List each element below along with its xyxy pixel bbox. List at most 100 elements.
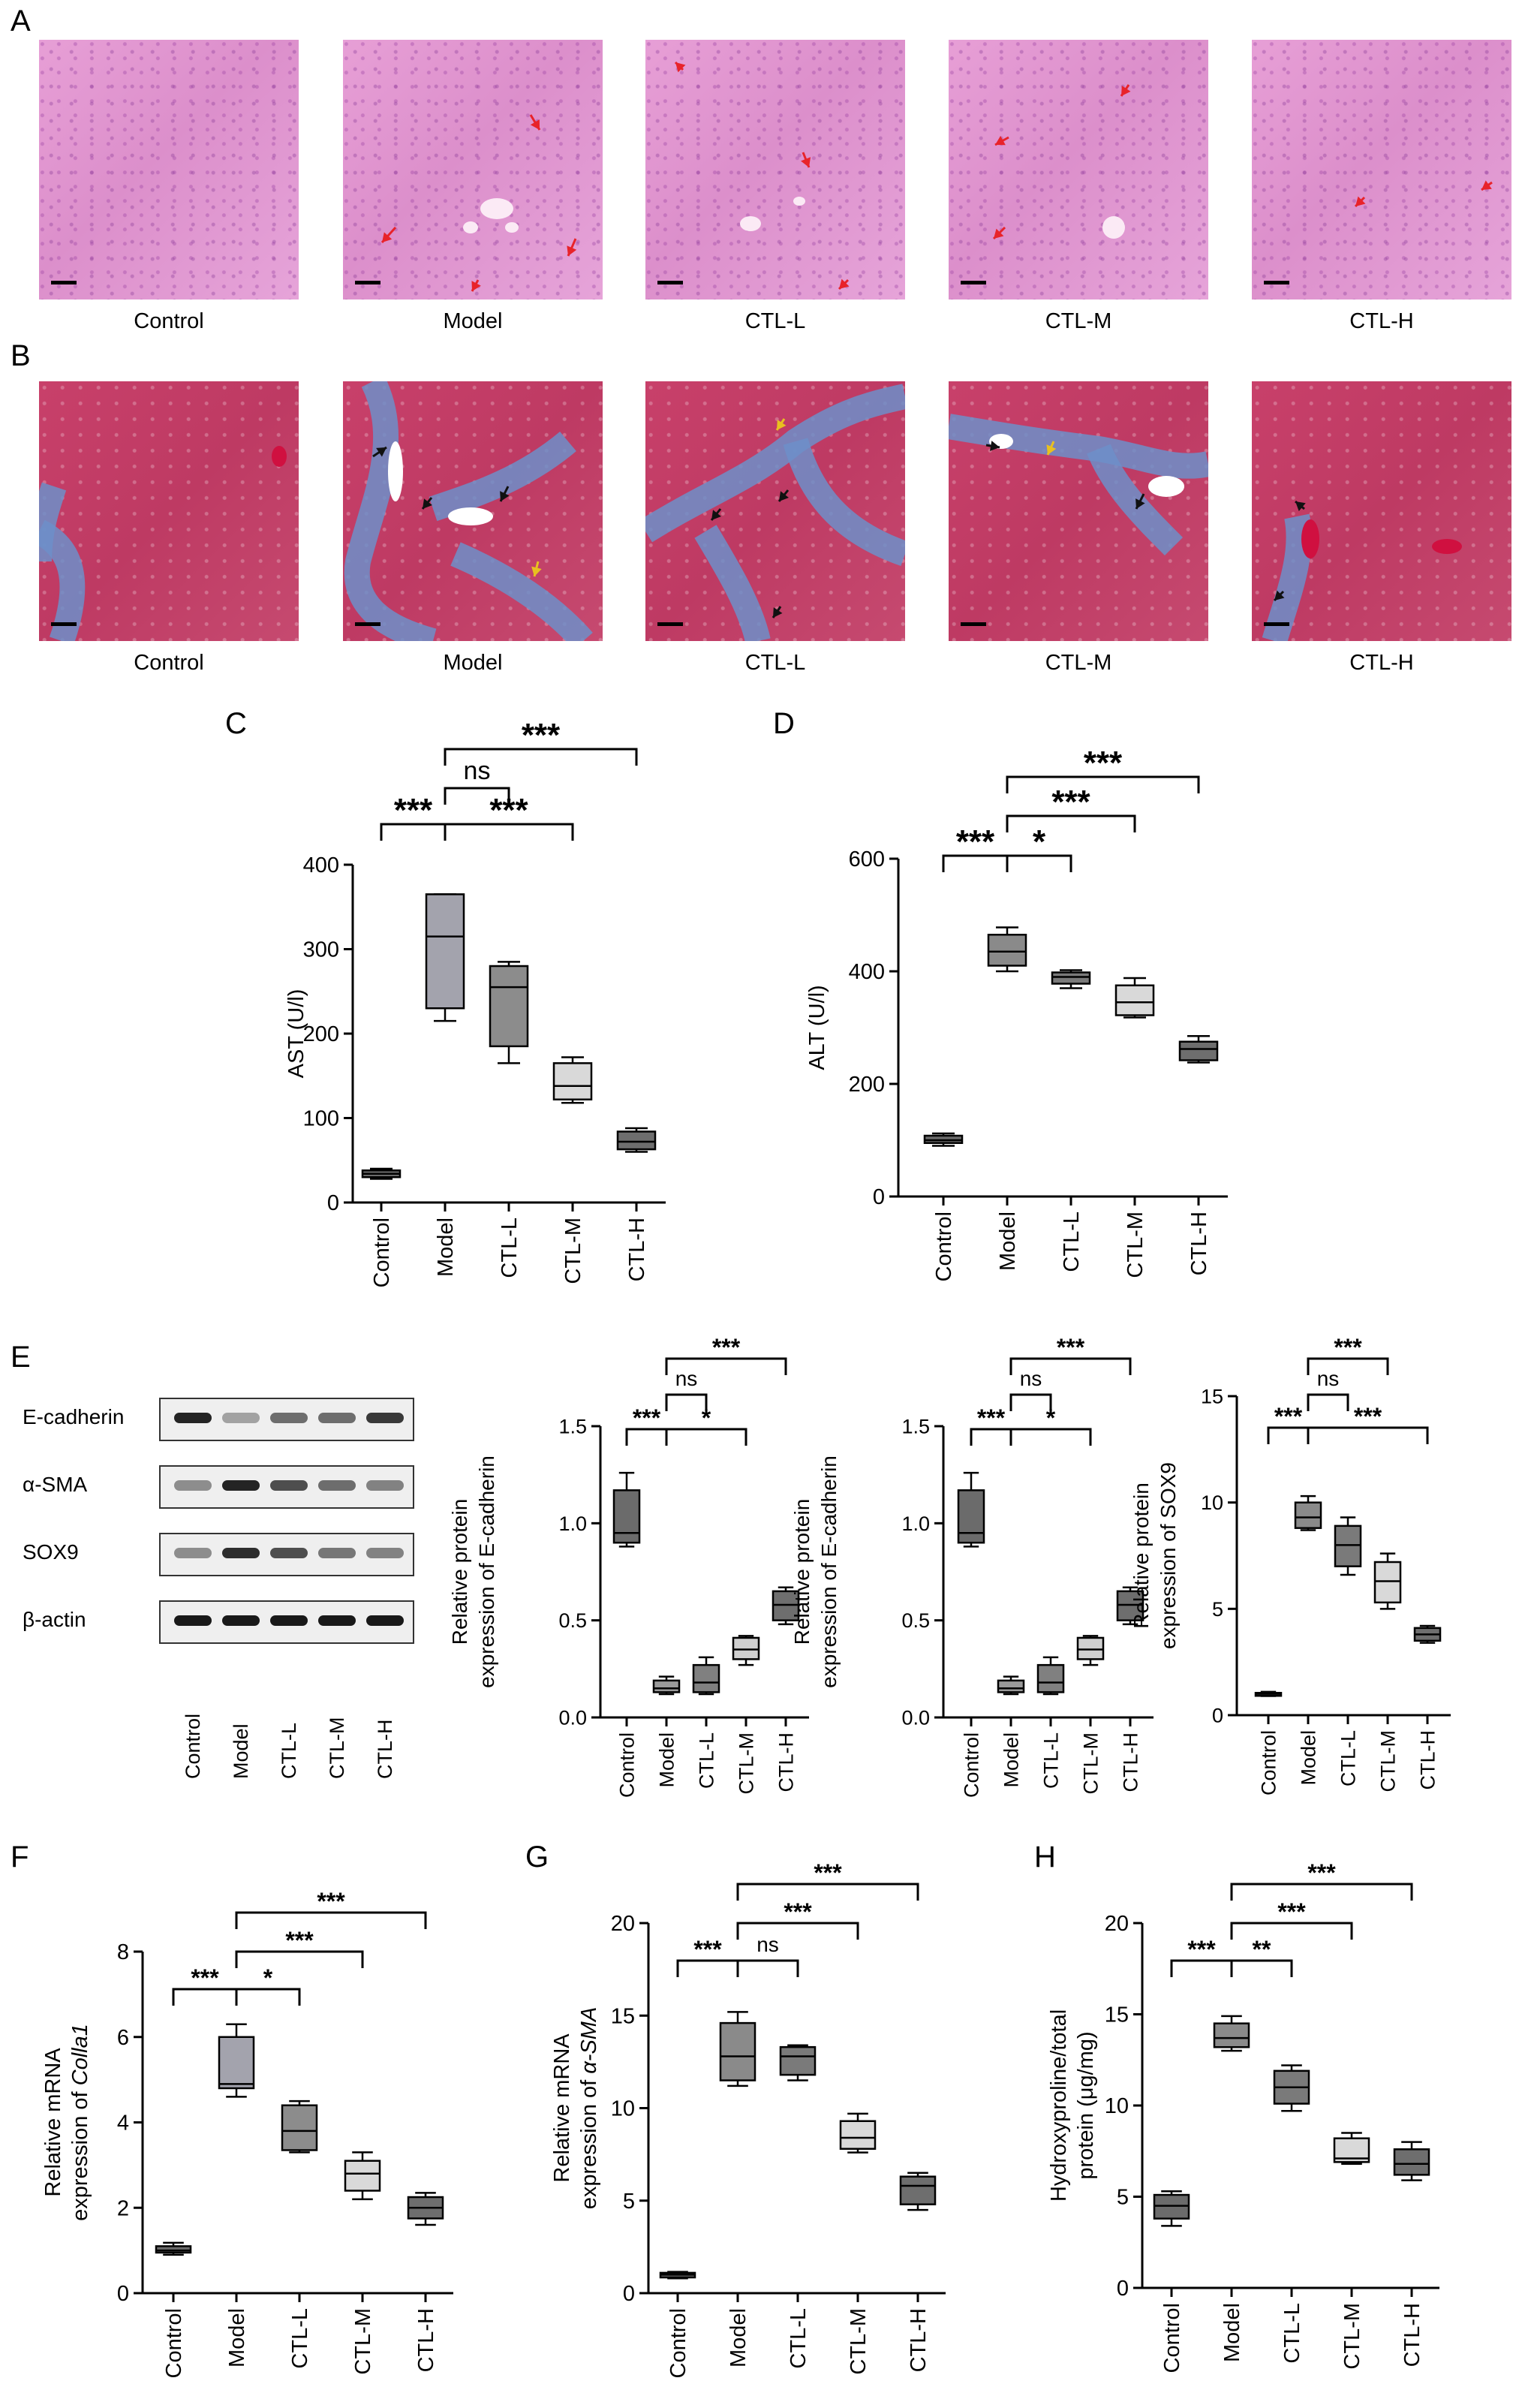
bracket-line <box>665 1393 708 1411</box>
box-body <box>1116 1590 1145 1621</box>
micrograph-label: CTL-L <box>744 651 806 675</box>
box-model <box>1294 1494 1322 1531</box>
micrograph-he-3 <box>949 40 1208 299</box>
x-tick-label: CTL-M <box>847 2308 871 2375</box>
y-tick-label: 8 <box>117 1940 129 1964</box>
x-tick-label: Control <box>666 2308 690 2379</box>
annotation-arrow-icon <box>567 238 577 257</box>
box-body <box>839 2120 877 2150</box>
y-axis-label: AST (U/l) <box>284 989 308 1079</box>
x-tick-label: Control <box>932 1212 956 1282</box>
significance-label: * <box>1046 1404 1056 1431</box>
significance-bracket: *** <box>1307 1334 1389 1375</box>
box-body <box>1076 1636 1105 1660</box>
annotation-arrow-icon <box>1135 493 1145 510</box>
box-model <box>652 1675 681 1696</box>
y-tick-label: 400 <box>303 853 339 877</box>
y-tick-label: 1.0 <box>901 1513 930 1535</box>
significance-label: *** <box>956 823 995 860</box>
box-model <box>719 2011 756 2087</box>
bracket-line <box>1170 1959 1233 1977</box>
annotation-arrow-icon <box>1295 500 1306 512</box>
box-ctl-l <box>779 2044 817 2081</box>
annotation-arrow-icon <box>1046 441 1057 456</box>
y-axis-label: ALT (U/l) <box>805 985 829 1070</box>
box-body <box>1051 971 1091 985</box>
box-ctl-m <box>1333 2132 1370 2166</box>
box-body <box>957 1489 985 1544</box>
blot-band <box>318 1615 356 1626</box>
bracket-line <box>235 1950 364 1968</box>
annotation-arrow-icon <box>372 446 387 458</box>
x-tick-label: Model <box>1000 1732 1022 1788</box>
significance-label: * <box>702 1404 711 1431</box>
annotation-arrow-icon <box>674 61 686 73</box>
significance-label: * <box>263 1964 273 1991</box>
annotation-arrow-icon <box>380 226 397 244</box>
y-tick-label: 20 <box>611 1912 635 1936</box>
scale-bar <box>961 622 986 626</box>
box-body <box>612 1489 641 1544</box>
box-control <box>659 2271 696 2280</box>
box-control <box>1153 2190 1190 2227</box>
box-ctl-l <box>692 1656 720 1696</box>
box-body <box>899 2175 937 2205</box>
blot-row-label: α-SMA <box>23 1473 88 1496</box>
box-control <box>612 1471 641 1548</box>
y-axis-label: expression of E-cadherin <box>817 1455 841 1688</box>
significance-label: *** <box>191 1964 219 1991</box>
box-body <box>344 2160 381 2192</box>
y-tick-label: 15 <box>1201 1385 1223 1407</box>
x-tick-label: CTL-H <box>1400 2303 1424 2367</box>
annotation-arrow-icon <box>499 486 510 502</box>
significance-label: *** <box>1084 745 1123 781</box>
bracket-line <box>1230 1883 1413 1901</box>
y-tick-label: 15 <box>611 2004 635 2028</box>
bracket-line <box>235 1988 301 2006</box>
y-axis-label: protein (μg/mg) <box>1074 2031 1098 2179</box>
box-ctl-h <box>407 2192 444 2226</box>
box-model <box>997 1675 1025 1696</box>
x-tick-label: Control <box>1257 1730 1280 1795</box>
significance-label: *** <box>285 1927 314 1954</box>
significance-bracket: *** <box>1009 1334 1132 1375</box>
box-ctl-m <box>839 2112 877 2154</box>
significance-bracket: *** <box>665 1334 787 1375</box>
x-tick-label: Model <box>1297 1730 1319 1786</box>
box-body <box>1393 2148 1430 2176</box>
x-tick-label: Control <box>1160 2303 1184 2373</box>
micrograph-label: Control <box>134 651 204 675</box>
x-tick-label: CTL-H <box>1187 1212 1211 1275</box>
significance-label: *** <box>1187 1936 1216 1963</box>
significance-label: *** <box>633 1404 661 1431</box>
box-body <box>1178 1040 1219 1061</box>
box-ctl-l <box>1036 1656 1065 1696</box>
significance-bracket: *** <box>1170 1936 1233 1977</box>
bracket-line <box>736 1883 919 1901</box>
significance-label: *** <box>814 1859 842 1886</box>
x-tick-label: Model <box>996 1212 1020 1271</box>
bracket-line <box>172 1988 238 2006</box>
scale-bar <box>355 281 380 284</box>
micrograph-label: Control <box>134 309 204 333</box>
blot-band <box>318 1548 356 1558</box>
x-tick-label: CTL-L <box>695 1732 717 1789</box>
y-tick-label: 1.5 <box>558 1415 587 1437</box>
box-control <box>1254 1690 1283 1697</box>
annotation-arrow-icon <box>471 279 481 292</box>
box-ctl-l <box>1334 1516 1362 1576</box>
box-control <box>155 2241 192 2256</box>
significance-label: ns <box>675 1367 698 1390</box>
significance-label: *** <box>693 1936 722 1963</box>
blot-band <box>270 1615 308 1626</box>
significance-label: *** <box>1051 784 1090 820</box>
significance-label: ns <box>1020 1367 1042 1390</box>
y-tick-label: 0.0 <box>558 1706 587 1729</box>
significance-bracket: *** <box>1006 784 1136 832</box>
box-body <box>1373 1561 1402 1604</box>
y-tick-label: 100 <box>303 1107 339 1131</box>
box-body <box>1036 1663 1065 1693</box>
panel-letter-g: G <box>525 1841 549 1874</box>
micrograph-label: Model <box>443 651 503 675</box>
box-ctl-h <box>772 1586 800 1626</box>
